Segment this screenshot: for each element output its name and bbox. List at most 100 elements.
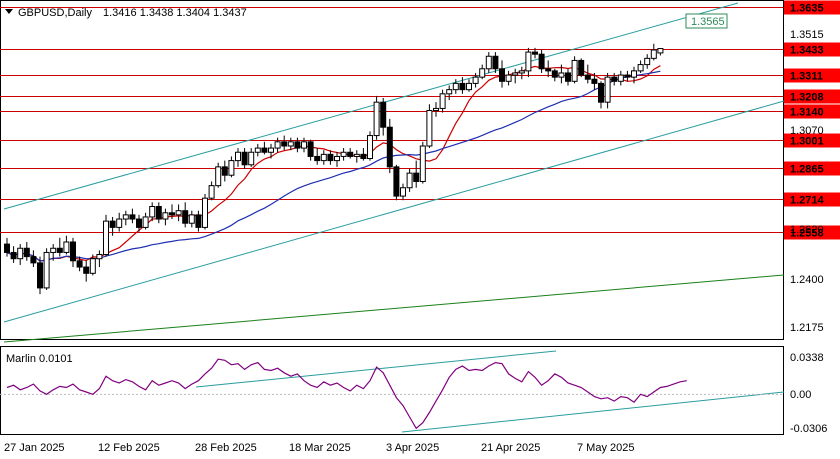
candle xyxy=(532,47,538,59)
candle-bear xyxy=(155,206,162,220)
candle-bear xyxy=(578,59,585,76)
candle-bear xyxy=(294,141,301,149)
candle xyxy=(281,135,288,151)
ma-fast-line xyxy=(6,65,661,262)
candle xyxy=(472,72,479,88)
candle xyxy=(294,137,301,153)
candle-bear xyxy=(499,68,505,82)
indicator-scale-top: 0.0338 xyxy=(790,352,824,364)
candle xyxy=(142,212,149,230)
candle xyxy=(538,50,545,73)
candle xyxy=(254,143,261,157)
candle xyxy=(215,162,222,188)
candle xyxy=(314,148,321,165)
candle-bear xyxy=(109,220,116,228)
candle-bull xyxy=(63,241,70,253)
candle-bull xyxy=(149,206,156,218)
candle xyxy=(30,250,37,268)
candle-bull xyxy=(637,64,644,72)
channel-lines xyxy=(3,2,785,343)
candle-bear xyxy=(591,78,598,84)
candle-bear xyxy=(393,166,400,197)
x-tick-label: 7 May 2025 xyxy=(577,442,634,454)
candle-bull xyxy=(89,258,96,274)
channel-upper-line xyxy=(3,2,739,210)
candle-bear xyxy=(261,147,268,153)
marlin-line xyxy=(6,358,687,430)
candle-bull xyxy=(472,76,479,84)
candle-bull xyxy=(43,251,50,289)
candle-bull xyxy=(202,197,208,228)
candle-bull xyxy=(479,68,486,78)
candle-bull xyxy=(466,82,472,91)
candle xyxy=(287,137,294,151)
candle-bear xyxy=(545,68,552,72)
candle-bull xyxy=(254,147,261,153)
candle-bear xyxy=(129,214,136,220)
candle-bear xyxy=(182,210,189,224)
price-annotation: 1.3565 xyxy=(685,13,728,29)
candle-bull xyxy=(142,216,149,228)
candle-bear xyxy=(195,214,202,228)
candle xyxy=(446,85,453,101)
x-tick-label: 21 Apr 2025 xyxy=(481,442,540,454)
x-tick-label: 28 Feb 2025 xyxy=(195,442,257,454)
candle-bull xyxy=(248,151,255,166)
candle-bear xyxy=(413,172,420,182)
candle-bull xyxy=(301,141,307,149)
candle xyxy=(499,60,505,88)
candle xyxy=(525,47,532,78)
candle xyxy=(650,43,657,61)
candle xyxy=(452,79,459,94)
collapse-triangle-icon[interactable] xyxy=(5,9,13,14)
candle-bear xyxy=(169,212,175,216)
candle xyxy=(386,118,393,174)
candle xyxy=(169,204,175,220)
indicator-plot-frame xyxy=(0,346,784,435)
candle xyxy=(103,214,109,257)
candle-bear xyxy=(221,166,228,176)
candle xyxy=(657,48,664,56)
y-axis-labels: 1.3515 1.3070 1.2620 1.2400 1.2175 xyxy=(790,29,824,334)
annotation-box xyxy=(685,13,728,29)
candle xyxy=(433,102,439,117)
candle xyxy=(340,148,347,161)
candle xyxy=(584,64,591,84)
candle xyxy=(228,156,235,178)
candle-bear xyxy=(56,247,63,253)
candle xyxy=(307,139,314,161)
candle xyxy=(334,152,340,167)
candle xyxy=(182,202,189,228)
candle-bull xyxy=(116,218,123,228)
candle xyxy=(558,64,565,84)
candle xyxy=(400,183,406,201)
candle xyxy=(162,208,169,226)
candle-bear xyxy=(492,55,499,70)
x-tick-label: 27 Jan 2025 xyxy=(4,442,65,454)
y-tick-label: 1.3515 xyxy=(790,29,824,41)
trend-line-green xyxy=(3,274,785,343)
candle-bull xyxy=(175,210,182,216)
candle xyxy=(76,256,83,272)
candle-bull xyxy=(439,93,446,109)
level-label: 1.2865 xyxy=(790,164,824,176)
indicator-scale-bottom: -0.0306 xyxy=(790,423,827,435)
candle xyxy=(109,216,116,236)
candle xyxy=(175,204,182,222)
level-label-bg xyxy=(784,225,840,240)
level-label-bg xyxy=(784,0,840,15)
level-label: 1.3140 xyxy=(790,107,824,119)
candle-bear xyxy=(624,74,631,78)
moving-averages xyxy=(6,65,661,262)
x-tick-label: 12 Feb 2025 xyxy=(98,442,160,454)
level-label-bg xyxy=(784,104,840,119)
chart-header: GBPUSD,Daily 1.3416 1.3438 1.3404 1.3437 xyxy=(5,7,247,19)
x-tick-label: 18 Mar 2025 xyxy=(289,442,351,454)
candle-bear xyxy=(70,241,76,262)
candle-bull xyxy=(96,254,103,260)
candle-bull xyxy=(571,59,578,82)
candle-bull xyxy=(426,110,433,147)
candle-bear xyxy=(565,72,571,82)
candle xyxy=(195,210,202,232)
